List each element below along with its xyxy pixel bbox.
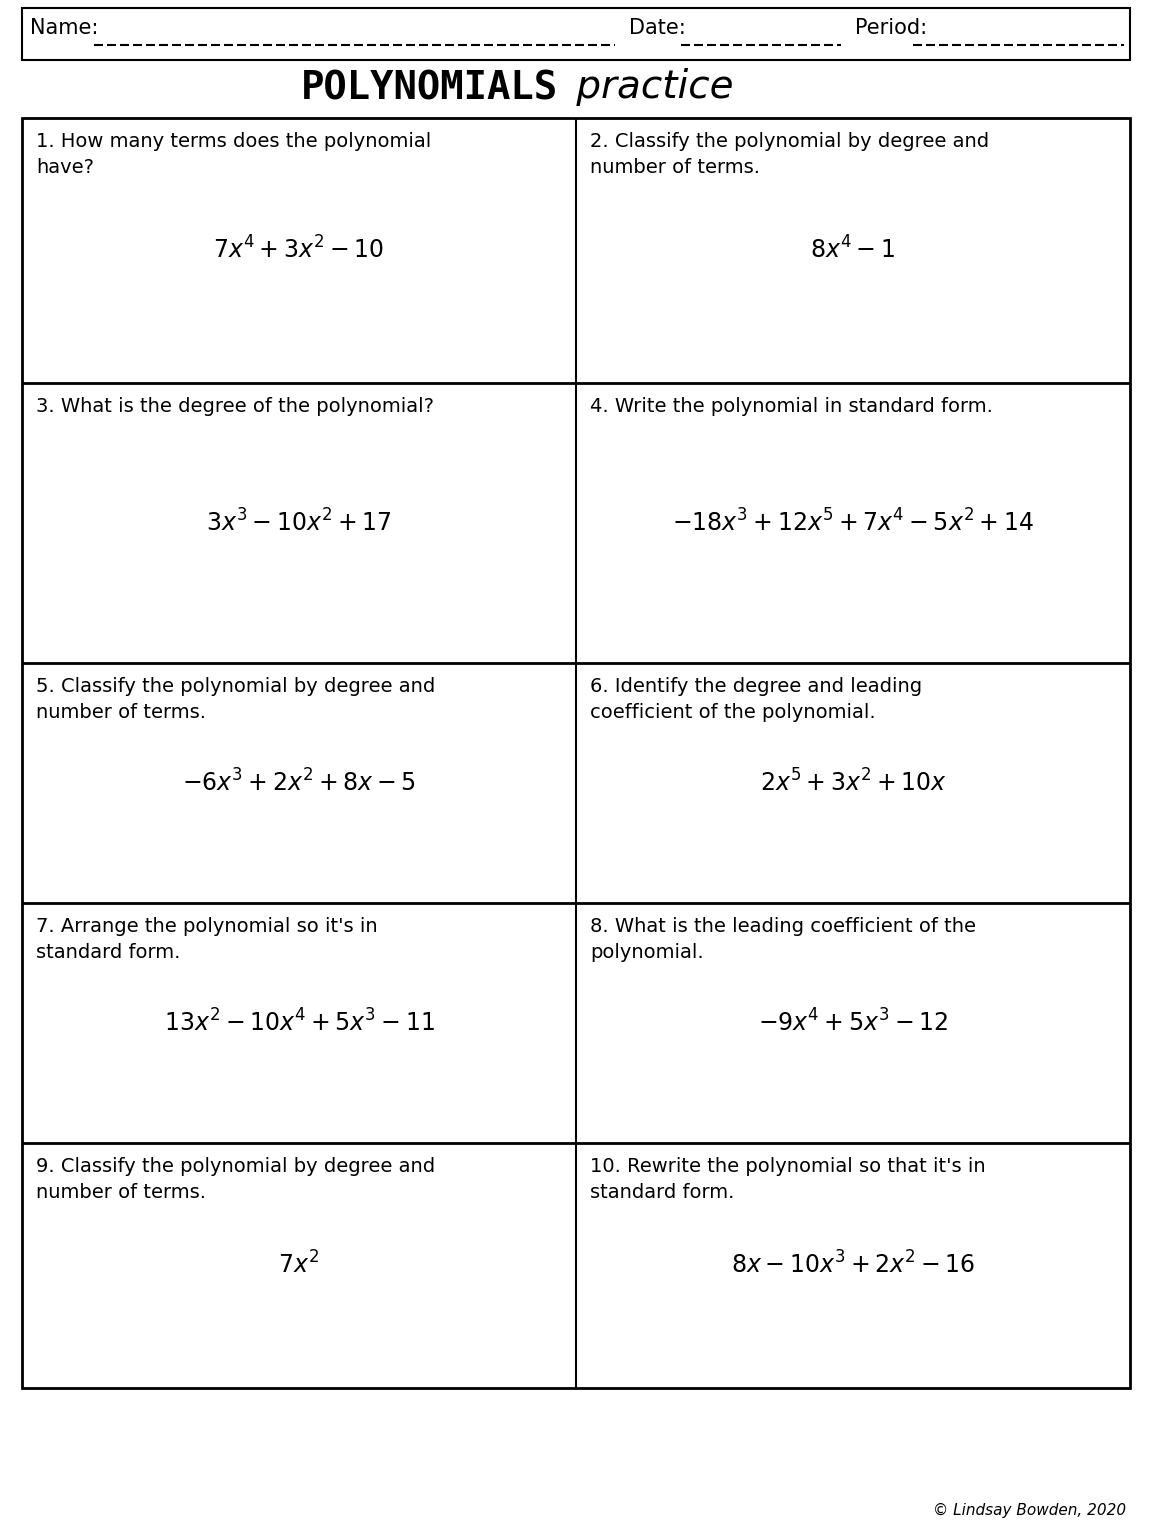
Text: 8. What is the leading coefficient of the: 8. What is the leading coefficient of th… xyxy=(590,917,976,935)
Text: $7x^4 + 3x^2 - 10$: $7x^4 + 3x^2 - 10$ xyxy=(213,237,385,264)
Text: polynomial.: polynomial. xyxy=(590,943,704,962)
Text: $7x^2$: $7x^2$ xyxy=(279,1252,319,1279)
Text: Date:: Date: xyxy=(629,18,685,38)
Text: number of terms.: number of terms. xyxy=(36,1183,206,1203)
Text: standard form.: standard form. xyxy=(36,943,181,962)
Text: 10. Rewrite the polynomial so that it's in: 10. Rewrite the polynomial so that it's … xyxy=(590,1157,986,1177)
Text: standard form.: standard form. xyxy=(590,1183,734,1203)
Text: 2. Classify the polynomial by degree and: 2. Classify the polynomial by degree and xyxy=(590,132,990,151)
Text: $-18x^3 + 12x^5 + 7x^4 - 5x^2 + 14$: $-18x^3 + 12x^5 + 7x^4 - 5x^2 + 14$ xyxy=(672,510,1034,536)
Text: practice: practice xyxy=(564,68,734,106)
Text: Period:: Period: xyxy=(856,18,927,38)
Text: 4. Write the polynomial in standard form.: 4. Write the polynomial in standard form… xyxy=(590,396,993,416)
Text: number of terms.: number of terms. xyxy=(36,703,206,722)
Text: $8x - 10x^3 + 2x^2 - 16$: $8x - 10x^3 + 2x^2 - 16$ xyxy=(730,1252,975,1279)
Bar xyxy=(22,8,1130,60)
Text: 7. Arrange the polynomial so it's in: 7. Arrange the polynomial so it's in xyxy=(36,917,378,935)
Bar xyxy=(22,118,1130,1389)
Text: have?: have? xyxy=(36,158,94,177)
Text: $8x^4 - 1$: $8x^4 - 1$ xyxy=(811,237,895,264)
Text: 5. Classify the polynomial by degree and: 5. Classify the polynomial by degree and xyxy=(36,677,435,696)
Text: © Lindsay Bowden, 2020: © Lindsay Bowden, 2020 xyxy=(933,1504,1126,1518)
Text: 1. How many terms does the polynomial: 1. How many terms does the polynomial xyxy=(36,132,431,151)
Text: number of terms.: number of terms. xyxy=(590,158,760,177)
Text: 3. What is the degree of the polynomial?: 3. What is the degree of the polynomial? xyxy=(36,396,434,416)
Text: $3x^3 - 10x^2 + 17$: $3x^3 - 10x^2 + 17$ xyxy=(206,510,392,536)
Text: POLYNOMIALS: POLYNOMIALS xyxy=(301,71,558,108)
Text: coefficient of the polynomial.: coefficient of the polynomial. xyxy=(590,703,876,722)
Text: 6. Identify the degree and leading: 6. Identify the degree and leading xyxy=(590,677,922,696)
Text: $13x^2 - 10x^4 + 5x^3 - 11$: $13x^2 - 10x^4 + 5x^3 - 11$ xyxy=(164,1009,434,1037)
Text: Name:: Name: xyxy=(30,18,98,38)
Text: $-9x^4 + 5x^3 - 12$: $-9x^4 + 5x^3 - 12$ xyxy=(758,1009,948,1037)
Text: $-6x^3 + 2x^2 + 8x - 5$: $-6x^3 + 2x^2 + 8x - 5$ xyxy=(182,770,416,797)
Text: 9. Classify the polynomial by degree and: 9. Classify the polynomial by degree and xyxy=(36,1157,435,1177)
Text: $2x^5 + 3x^2 + 10x$: $2x^5 + 3x^2 + 10x$ xyxy=(759,770,947,797)
